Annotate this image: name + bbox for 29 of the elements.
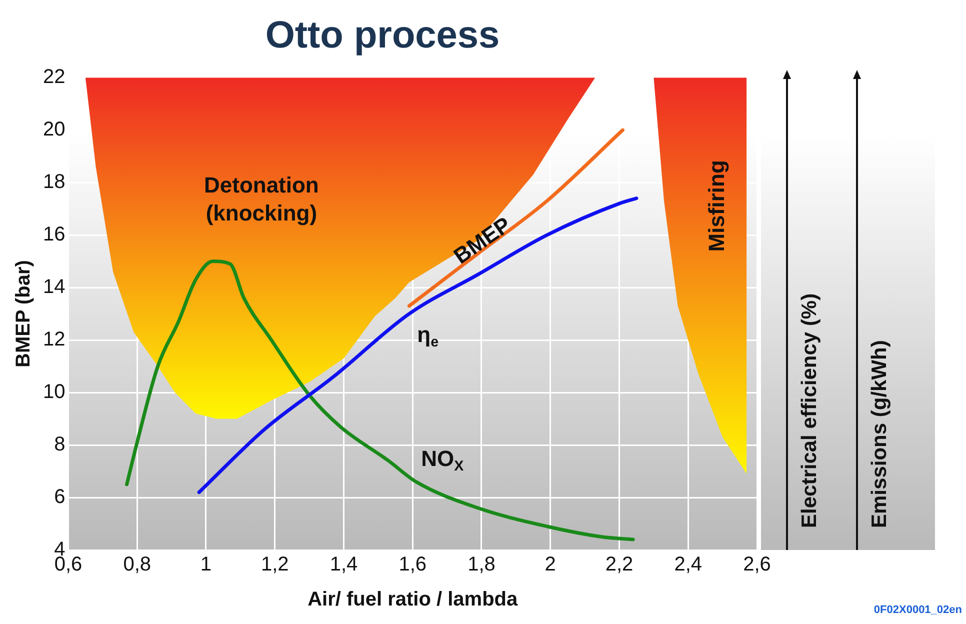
y-tick-label: 16 [42, 224, 66, 246]
y-tick-label: 12 [42, 328, 66, 351]
y-tick-label: 6 [54, 486, 66, 508]
x-tick-label: 2,4 [674, 554, 702, 576]
series-label: Misfiring [704, 160, 729, 252]
text: Emissions (g/kWh) [868, 340, 891, 528]
y-axis-title: BMEP (bar) [12, 260, 35, 368]
line-series [197, 196, 638, 494]
chart-title: Otto process [265, 14, 500, 56]
line-series [407, 128, 624, 308]
x-tick-label: 2 [544, 554, 556, 576]
y-tick-label: 20 [42, 118, 66, 141]
x-axis-title: Air/ fuel ratio / lambda [308, 588, 519, 611]
x-tick-label: 2,2 [605, 554, 634, 576]
y-tick-label: 10 [42, 381, 66, 404]
y-tick-label: 14 [42, 276, 66, 298]
x-tick-label: 1 [200, 554, 212, 576]
y-tick-label: 22 [42, 66, 66, 88]
x-tick-label: 1,8 [468, 554, 496, 576]
text: Electrical efficiency (%) [798, 293, 821, 528]
x-tick-label: 1,4 [330, 554, 358, 576]
x-tick-label: 1,2 [260, 554, 289, 576]
y-tick-label: 8 [54, 434, 66, 456]
y-tick-label: 18 [42, 171, 66, 194]
text: 0F02X0001_02en [874, 604, 962, 616]
x-tick-label: 2,6 [743, 554, 771, 576]
x-tick-label: 0,8 [123, 554, 152, 576]
x-tick-label: 1,6 [398, 554, 427, 576]
series-label: Detonation (knocking) [204, 172, 319, 226]
